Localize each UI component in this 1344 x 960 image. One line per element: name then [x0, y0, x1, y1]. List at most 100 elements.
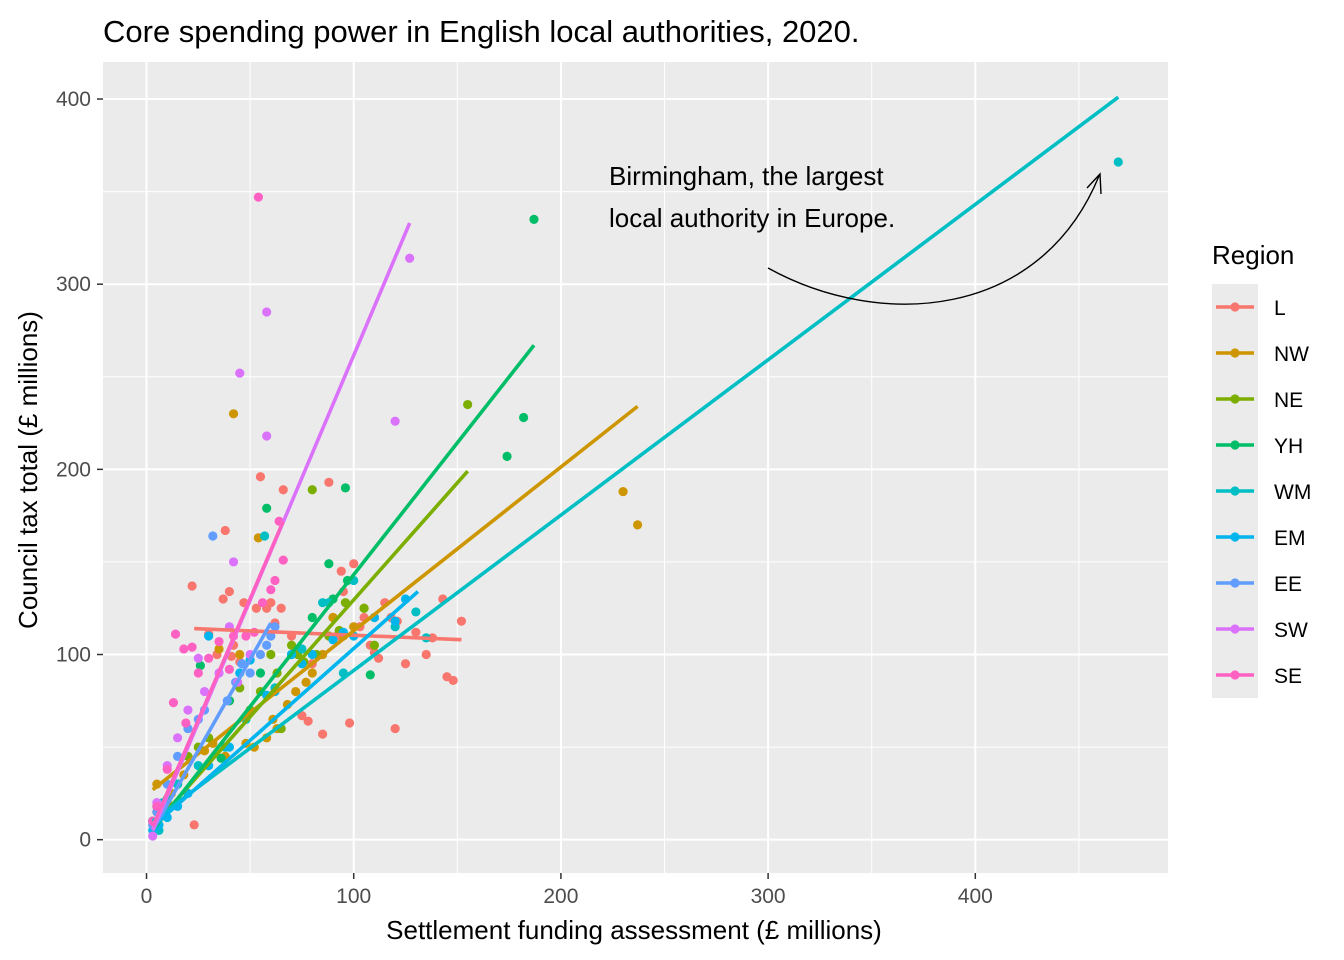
data-point — [405, 253, 415, 263]
data-point — [266, 585, 276, 595]
data-point — [228, 409, 239, 419]
data-point — [448, 675, 458, 686]
data-point — [187, 581, 197, 591]
data-point — [237, 659, 247, 669]
data-point — [307, 668, 317, 678]
y-axis-title: Council tax total (£ millions) — [13, 311, 43, 629]
legend-key-point — [1230, 578, 1240, 588]
data-point — [179, 644, 189, 654]
y-tick-label: 200 — [56, 458, 91, 481]
annotation-line-2: local authority in Europe. — [609, 203, 895, 233]
data-point — [235, 649, 245, 660]
data-point — [235, 368, 245, 378]
data-point — [297, 644, 307, 654]
data-point — [216, 753, 226, 763]
data-point — [270, 622, 280, 632]
fit-line-EE — [151, 622, 273, 832]
data-point — [170, 629, 181, 639]
data-point — [262, 640, 272, 650]
legend-key-point — [1230, 624, 1240, 634]
legend-label: EM — [1274, 527, 1306, 550]
legend-title: Region — [1212, 240, 1294, 270]
data-point — [224, 586, 234, 597]
data-point — [324, 477, 334, 487]
legend-key-point — [1230, 486, 1240, 496]
x-axis-title: Settlement funding assessment (£ million… — [386, 915, 882, 945]
legend-key-point — [1230, 348, 1240, 358]
legend-key-point — [1230, 532, 1240, 542]
data-point — [519, 412, 529, 423]
data-point — [214, 636, 224, 647]
data-point — [301, 677, 311, 687]
data-point — [307, 485, 317, 495]
x-tick-label: 0 — [141, 885, 153, 908]
data-point — [204, 653, 214, 663]
legend-label: EE — [1274, 573, 1302, 596]
x-tick-label: 200 — [543, 885, 578, 908]
legend-item-NW: NW — [1212, 330, 1309, 376]
grid-minor — [103, 62, 1168, 873]
legend-label: NW — [1274, 343, 1309, 366]
legend-item-SE: SE — [1212, 652, 1302, 698]
data-point — [463, 399, 473, 410]
data-point — [286, 640, 297, 650]
data-point — [220, 525, 230, 536]
data-point — [421, 649, 431, 660]
data-point — [344, 718, 355, 728]
data-point — [318, 729, 328, 739]
data-point — [260, 531, 270, 541]
data-point — [262, 503, 272, 513]
legend-item-SW: SW — [1212, 606, 1308, 652]
y-axis: 0 100 200 300 400 — [56, 88, 103, 852]
data-point — [307, 612, 317, 623]
y-tick-label: 0 — [79, 829, 91, 852]
data-point — [276, 603, 286, 613]
annotation-arrow — [767, 175, 1100, 305]
x-tick-label: 300 — [751, 885, 786, 908]
data-point — [278, 555, 288, 565]
legend-label: L — [1274, 297, 1286, 320]
data-point — [529, 214, 539, 224]
data-point — [365, 670, 375, 680]
data-point — [266, 649, 276, 660]
data-point — [183, 705, 193, 715]
data-point — [270, 575, 280, 586]
legend-label: SW — [1274, 619, 1308, 642]
legend-item-L: L — [1212, 284, 1286, 330]
data-point — [266, 631, 276, 641]
data-point — [255, 472, 266, 482]
data-point — [369, 640, 380, 650]
data-point — [257, 598, 268, 608]
data-point — [255, 649, 266, 660]
legend-key-point — [1230, 394, 1240, 404]
data-point — [262, 307, 272, 317]
data-point — [189, 820, 199, 830]
data-point — [618, 486, 628, 497]
data-point — [241, 631, 251, 641]
legend-key-point — [1230, 302, 1240, 312]
legend-label: WM — [1274, 481, 1311, 504]
legend-item-EE: EE — [1212, 560, 1302, 606]
data-point — [307, 649, 317, 660]
data-point — [359, 603, 369, 613]
data-point — [297, 711, 307, 721]
data-point — [390, 723, 400, 734]
data-point — [411, 627, 421, 637]
fit-line-SE — [151, 520, 285, 828]
fit-line-YH — [151, 344, 536, 832]
data-point — [253, 192, 263, 202]
legend-key-point — [1230, 670, 1240, 680]
data-point — [162, 764, 172, 774]
legend: Region L NW NE YH WM EM EE SW SE — [1212, 240, 1311, 698]
data-point — [1113, 157, 1123, 167]
legend-key-point — [1230, 440, 1240, 450]
data-point — [195, 661, 205, 671]
annotation-line-1: Birmingham, the largest — [609, 161, 884, 191]
data-point — [224, 664, 234, 674]
data-point — [411, 607, 421, 617]
data-point — [193, 668, 203, 678]
data-point — [340, 483, 351, 493]
data-point — [328, 635, 338, 645]
y-tick-label: 100 — [56, 644, 91, 667]
annotation-birmingham: Birmingham, the largest local authority … — [609, 161, 1102, 305]
